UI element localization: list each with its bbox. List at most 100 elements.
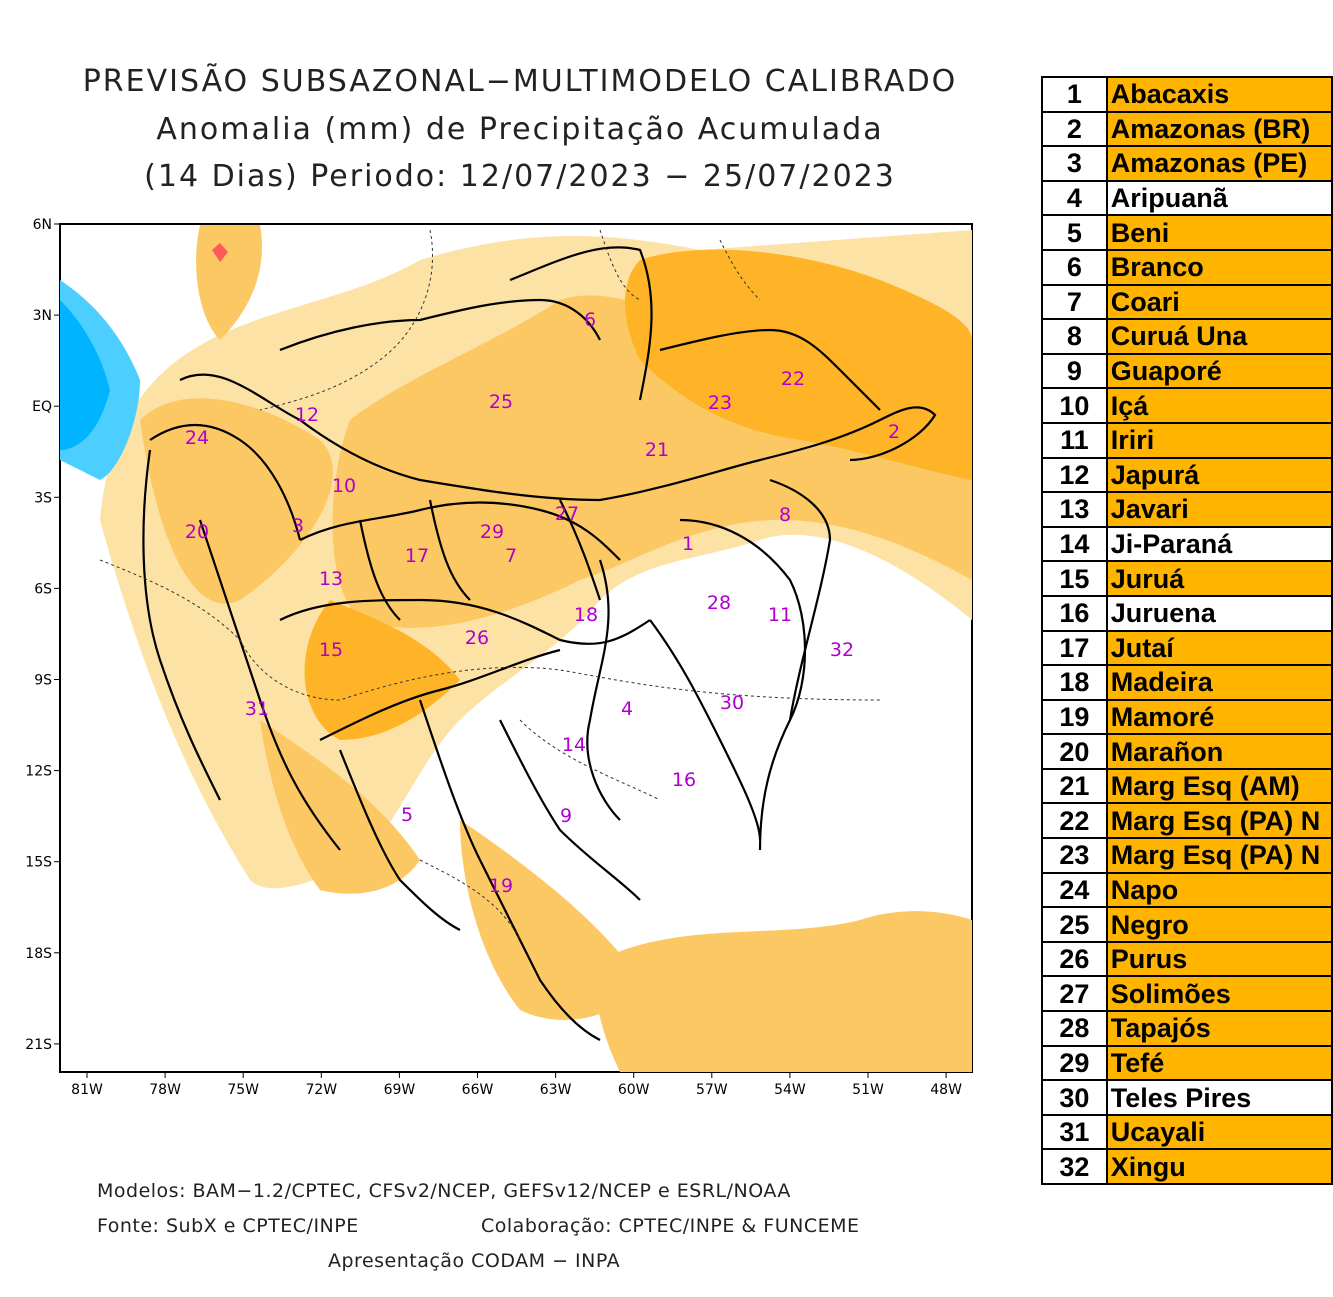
basin-number: 10 xyxy=(1041,387,1108,424)
basin-label: 32 xyxy=(830,639,854,661)
basin-label: 22 xyxy=(781,368,805,390)
basin-row: 18 Madeira xyxy=(1041,664,1333,701)
basin-label: 12 xyxy=(295,404,319,426)
basin-label: 8 xyxy=(779,504,791,526)
basin-number: 11 xyxy=(1041,421,1108,459)
basin-row: 2 Amazonas (BR) xyxy=(1041,110,1333,148)
basin-name: Solimões xyxy=(1105,975,1333,1013)
basin-label: 25 xyxy=(489,391,513,413)
basin-row: 26 Purus xyxy=(1041,940,1333,978)
basin-number: 6 xyxy=(1041,248,1108,286)
basin-label: 29 xyxy=(480,521,504,543)
basin-label: 1 xyxy=(682,533,694,555)
basin-number-labels: 1234567891011121314151617181920212223242… xyxy=(185,309,900,897)
basin-label: 11 xyxy=(768,604,792,626)
basin-row: 23 Marg Esq (PA) N xyxy=(1041,837,1333,874)
lon-label: 75W xyxy=(227,1082,259,1098)
basin-row: 7 Coari xyxy=(1041,283,1333,321)
lat-label: 15S xyxy=(25,855,52,871)
basin-number: 12 xyxy=(1041,456,1108,494)
basin-row: 13 Javari xyxy=(1041,491,1333,528)
lon-label: 48W xyxy=(930,1082,962,1098)
basin-number: 16 xyxy=(1041,594,1108,632)
basin-name: Juruena xyxy=(1105,594,1333,632)
basin-number: 13 xyxy=(1041,491,1108,528)
basin-row: 6 Branco xyxy=(1041,248,1333,286)
basin-row: 32 Xingu xyxy=(1041,1148,1333,1185)
basin-row: 24 Napo xyxy=(1041,871,1333,909)
basin-row: 15 Juruá xyxy=(1041,560,1333,597)
basin-name: Teles Pires xyxy=(1105,1079,1333,1116)
lat-label: 3N xyxy=(33,308,52,324)
basin-name: Beni xyxy=(1105,214,1333,251)
basin-label: 20 xyxy=(185,521,209,543)
basin-row: 28 Tapajós xyxy=(1041,1010,1333,1047)
basin-row: 29 Tefé xyxy=(1041,1044,1333,1082)
basin-label: 24 xyxy=(185,427,209,449)
basin-outlines xyxy=(142,246,937,1041)
footer-models: Modelos: BAM−1.2/CPTEC, CFSv2/NCEP, GEFS… xyxy=(97,1180,791,1202)
basin-number: 2 xyxy=(1041,110,1108,148)
basin-number: 3 xyxy=(1041,145,1108,182)
lat-label: 18S xyxy=(25,946,52,962)
basin-name: Branco xyxy=(1105,248,1333,286)
basin-number: 26 xyxy=(1041,940,1108,978)
basin-number: 8 xyxy=(1041,318,1108,355)
basin-name: Marg Esq (PA) N xyxy=(1105,837,1333,874)
lon-label: 69W xyxy=(384,1082,416,1098)
basin-number: 14 xyxy=(1041,525,1108,563)
lon-label: 60W xyxy=(618,1082,650,1098)
basin-number: 19 xyxy=(1041,698,1108,736)
lat-label: 9S xyxy=(34,673,52,689)
basin-number: 17 xyxy=(1041,629,1108,667)
basin-number: 23 xyxy=(1041,837,1108,874)
basin-name: Iriri xyxy=(1105,421,1333,459)
basin-label: 7 xyxy=(505,545,517,567)
lat-label: 21S xyxy=(25,1037,52,1053)
basin-name: Japurá xyxy=(1105,456,1333,494)
basin-label: 17 xyxy=(405,545,429,567)
basin-row: 31 Ucayali xyxy=(1041,1113,1333,1151)
basin-name: Ucayali xyxy=(1105,1113,1333,1151)
basin-number: 32 xyxy=(1041,1148,1108,1185)
basin-name: Coari xyxy=(1105,283,1333,321)
basin-name: Aripuanã xyxy=(1105,179,1333,217)
lon-label: 57W xyxy=(696,1082,728,1098)
basin-number: 29 xyxy=(1041,1044,1108,1082)
basin-number: 7 xyxy=(1041,283,1108,321)
country-borders xyxy=(99,229,881,941)
lon-label: 51W xyxy=(852,1082,884,1098)
basin-name: Marg Esq (PA) N xyxy=(1105,802,1333,840)
basin-name: Marg Esq (AM) xyxy=(1105,767,1333,805)
lon-label: 72W xyxy=(305,1082,337,1098)
basin-name: Ji-Paraná xyxy=(1105,525,1333,563)
basin-row: 21 Marg Esq (AM) xyxy=(1041,767,1333,805)
basin-number: 30 xyxy=(1041,1079,1108,1116)
basin-row: 3 Amazonas (PE) xyxy=(1041,145,1333,182)
basin-row: 11 Iriri xyxy=(1041,421,1333,459)
basin-label: 14 xyxy=(562,734,586,756)
lat-label: 6N xyxy=(33,217,52,233)
basin-label: 13 xyxy=(319,568,343,590)
basin-row: 4 Aripuanã xyxy=(1041,179,1333,217)
basin-label: 3 xyxy=(292,515,304,537)
basin-label: 26 xyxy=(465,627,489,649)
basin-number: 9 xyxy=(1041,352,1108,390)
basin-row: 12 Japurá xyxy=(1041,456,1333,494)
basin-name: Purus xyxy=(1105,940,1333,978)
basin-number: 24 xyxy=(1041,871,1108,909)
basin-number: 4 xyxy=(1041,179,1108,217)
lat-label: EQ xyxy=(32,399,52,415)
basin-label: 16 xyxy=(672,769,696,791)
basin-name: Mamoré xyxy=(1105,698,1333,736)
basin-name: Javari xyxy=(1105,491,1333,528)
basin-row: 16 Juruena xyxy=(1041,594,1333,632)
basin-row: 14 Ji-Paraná xyxy=(1041,525,1333,563)
basin-label: 23 xyxy=(708,392,732,414)
basin-name: Napo xyxy=(1105,871,1333,909)
basin-row: 1 Abacaxis xyxy=(1041,76,1333,113)
basin-name: Abacaxis xyxy=(1105,76,1333,113)
basin-number: 27 xyxy=(1041,975,1108,1013)
basin-row: 19 Mamoré xyxy=(1041,698,1333,736)
basin-number: 25 xyxy=(1041,906,1108,943)
